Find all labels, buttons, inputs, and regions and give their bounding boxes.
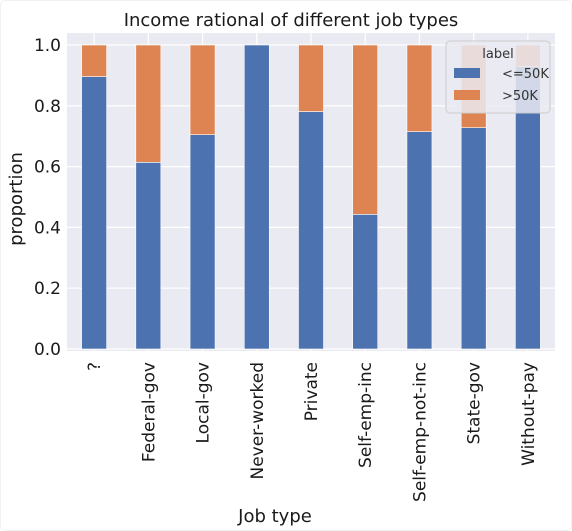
bar-segment-gt50k	[352, 44, 379, 215]
y-tick-label: 0.8	[34, 97, 61, 117]
x-tick-label: Local-gov	[194, 362, 214, 443]
x-tick-label: Never-worked	[248, 362, 268, 480]
bar-segment-gt50k	[135, 44, 162, 163]
y-tick-label: 0.2	[34, 279, 61, 299]
bar-segment-le50k	[406, 131, 433, 350]
x-tick-label: Self-emp-inc	[356, 362, 376, 468]
y-tick-labels: 0.0 0.2 0.4 0.6 0.8 1.0	[34, 36, 61, 360]
x-tick-label: Self-emp-not-inc	[410, 362, 430, 502]
bar-segment-le50k	[135, 162, 162, 350]
legend-label-gt50k: >50K	[502, 89, 538, 104]
bar-segment-gt50k	[298, 44, 324, 112]
bar-segment-le50k	[460, 127, 487, 350]
legend: label <=50K >50K	[445, 40, 551, 114]
y-tick-label: 0.0	[34, 340, 61, 360]
legend-label-le50k: <=50K	[502, 67, 549, 82]
y-axis-label: proportion	[6, 152, 27, 246]
bar-segment-le50k	[515, 66, 541, 350]
bar-segment-gt50k	[406, 44, 433, 132]
y-tick-label: 1.0	[34, 36, 61, 56]
bar-segment-le50k	[298, 111, 324, 350]
bar-segment-le50k	[189, 134, 216, 350]
x-tick-label: Private	[302, 362, 322, 421]
bar-segment-le50k	[352, 214, 379, 350]
x-axis-label: Job type	[237, 506, 312, 527]
x-tick-label: Federal-gov	[139, 362, 159, 462]
bar-segment-le50k	[81, 76, 107, 350]
y-tick-label: 0.4	[34, 218, 61, 238]
y-tick-label: 0.6	[34, 158, 61, 178]
x-tick-label: ?	[85, 362, 105, 371]
legend-title: label	[482, 47, 513, 62]
legend-swatch-le50k	[454, 68, 480, 78]
x-tick-label: Without-pay	[519, 362, 539, 466]
legend-swatch-gt50k	[454, 90, 480, 100]
bar-segment-le50k	[243, 44, 270, 350]
bar-segment-gt50k	[189, 44, 216, 135]
bars	[81, 44, 541, 350]
x-tick-labels: ? Federal-gov Local-gov Never-worked Private…	[85, 362, 539, 502]
bar-segment-gt50k	[81, 44, 107, 77]
chart-title: Income rational of different job types	[124, 10, 459, 31]
x-tick-label: State-gov	[465, 362, 485, 444]
